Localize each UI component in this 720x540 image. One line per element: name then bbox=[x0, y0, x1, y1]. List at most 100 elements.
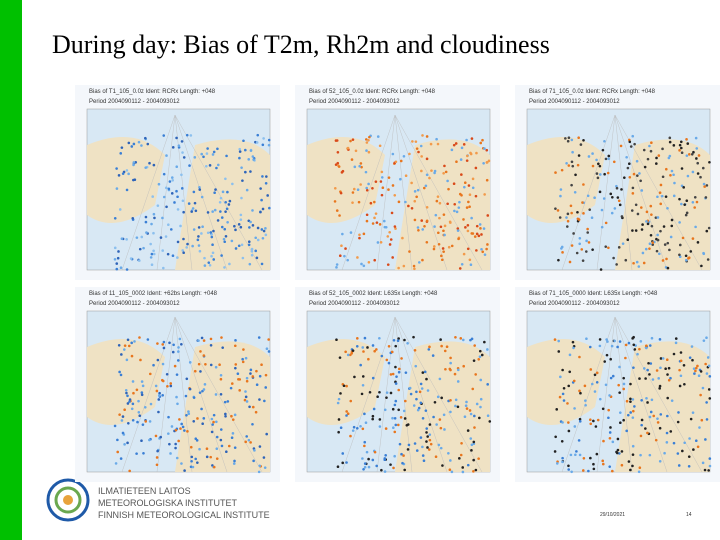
station-dot bbox=[244, 390, 247, 393]
station-dot bbox=[146, 338, 150, 341]
station-dot bbox=[371, 414, 375, 418]
station-dot bbox=[139, 358, 142, 362]
station-dot bbox=[177, 346, 180, 349]
station-dot bbox=[656, 421, 660, 424]
station-dot bbox=[699, 175, 702, 179]
station-dot bbox=[226, 190, 229, 194]
station-dot bbox=[618, 452, 621, 455]
station-dot bbox=[263, 466, 267, 469]
station-dot bbox=[469, 437, 473, 440]
station-dot bbox=[264, 233, 268, 237]
station-dot bbox=[389, 391, 393, 395]
station-dot bbox=[461, 466, 465, 469]
station-dot bbox=[677, 411, 680, 414]
station-dot bbox=[250, 249, 254, 253]
station-dot bbox=[133, 340, 136, 343]
station-dot bbox=[701, 166, 705, 170]
station-dot bbox=[607, 408, 610, 412]
station-dot bbox=[594, 425, 598, 428]
station-dot bbox=[255, 256, 259, 260]
station-dot bbox=[388, 230, 391, 234]
station-dot bbox=[678, 253, 681, 257]
station-dot bbox=[192, 228, 196, 231]
station-dot bbox=[352, 425, 356, 429]
station-dot bbox=[200, 336, 204, 340]
station-dot bbox=[219, 438, 223, 442]
station-dot bbox=[561, 460, 564, 464]
station-dot bbox=[592, 462, 595, 466]
station-dot bbox=[384, 427, 388, 430]
station-dot bbox=[486, 414, 490, 418]
station-dot bbox=[420, 219, 424, 222]
station-dot bbox=[562, 399, 566, 402]
station-dot bbox=[615, 263, 618, 266]
station-dot bbox=[156, 449, 159, 453]
station-dot bbox=[649, 233, 653, 237]
station-dot bbox=[480, 353, 484, 357]
station-dot bbox=[609, 426, 612, 429]
station-dot bbox=[437, 443, 441, 447]
station-dot bbox=[631, 416, 635, 419]
station-dot bbox=[178, 418, 181, 421]
station-dot bbox=[685, 154, 689, 157]
station-dot bbox=[241, 360, 245, 364]
station-dot bbox=[466, 247, 470, 251]
station-dot bbox=[686, 142, 690, 145]
station-dot bbox=[565, 216, 568, 219]
station-dot bbox=[224, 177, 227, 181]
station-dot bbox=[164, 186, 168, 190]
station-dot bbox=[206, 211, 210, 214]
station-dot bbox=[650, 141, 653, 144]
station-dot bbox=[454, 142, 458, 145]
station-dot bbox=[119, 373, 123, 377]
logo-line: METEOROLOGISKA INSTITUTET bbox=[98, 498, 238, 508]
station-dot bbox=[633, 348, 637, 351]
station-dot bbox=[680, 151, 684, 155]
station-dot bbox=[401, 461, 404, 465]
station-dot bbox=[463, 181, 467, 185]
station-dot bbox=[351, 191, 355, 194]
station-dot bbox=[666, 241, 670, 245]
station-dot bbox=[645, 396, 648, 400]
station-dot bbox=[631, 192, 635, 195]
station-dot bbox=[239, 225, 243, 229]
station-dot bbox=[678, 143, 682, 147]
station-dot bbox=[661, 175, 665, 179]
station-dot bbox=[683, 441, 686, 445]
station-dot bbox=[399, 177, 402, 181]
station-dot bbox=[403, 417, 407, 420]
station-dot bbox=[576, 163, 580, 167]
station-dot bbox=[162, 346, 166, 350]
station-dot bbox=[702, 251, 705, 255]
station-dot bbox=[247, 243, 251, 247]
station-dot bbox=[189, 465, 193, 469]
station-dot bbox=[403, 468, 406, 472]
station-dot bbox=[420, 169, 423, 173]
station-dot bbox=[570, 160, 574, 164]
station-dot bbox=[130, 341, 133, 345]
station-dot bbox=[470, 449, 473, 452]
station-dot bbox=[367, 465, 371, 469]
station-dot bbox=[472, 470, 475, 473]
station-dot bbox=[578, 389, 581, 393]
station-dot bbox=[645, 220, 648, 223]
station-dot bbox=[231, 418, 235, 421]
station-dot bbox=[351, 138, 355, 141]
station-dot bbox=[256, 133, 260, 137]
station-dot bbox=[191, 465, 195, 469]
meridian bbox=[174, 114, 193, 271]
meridian bbox=[121, 316, 176, 473]
station-dot bbox=[153, 216, 156, 220]
station-dot bbox=[664, 195, 668, 198]
station-dot bbox=[212, 229, 215, 233]
station-dot bbox=[184, 394, 188, 398]
station-dot bbox=[148, 372, 152, 376]
station-dot bbox=[355, 426, 359, 430]
station-dot bbox=[165, 205, 168, 209]
station-dot bbox=[114, 462, 118, 465]
station-dot bbox=[692, 150, 695, 154]
station-dot bbox=[586, 194, 590, 198]
panel-period: Period 2004090112 - 2004093012 bbox=[89, 99, 180, 105]
station-dot bbox=[245, 400, 249, 403]
station-dot bbox=[595, 452, 599, 456]
